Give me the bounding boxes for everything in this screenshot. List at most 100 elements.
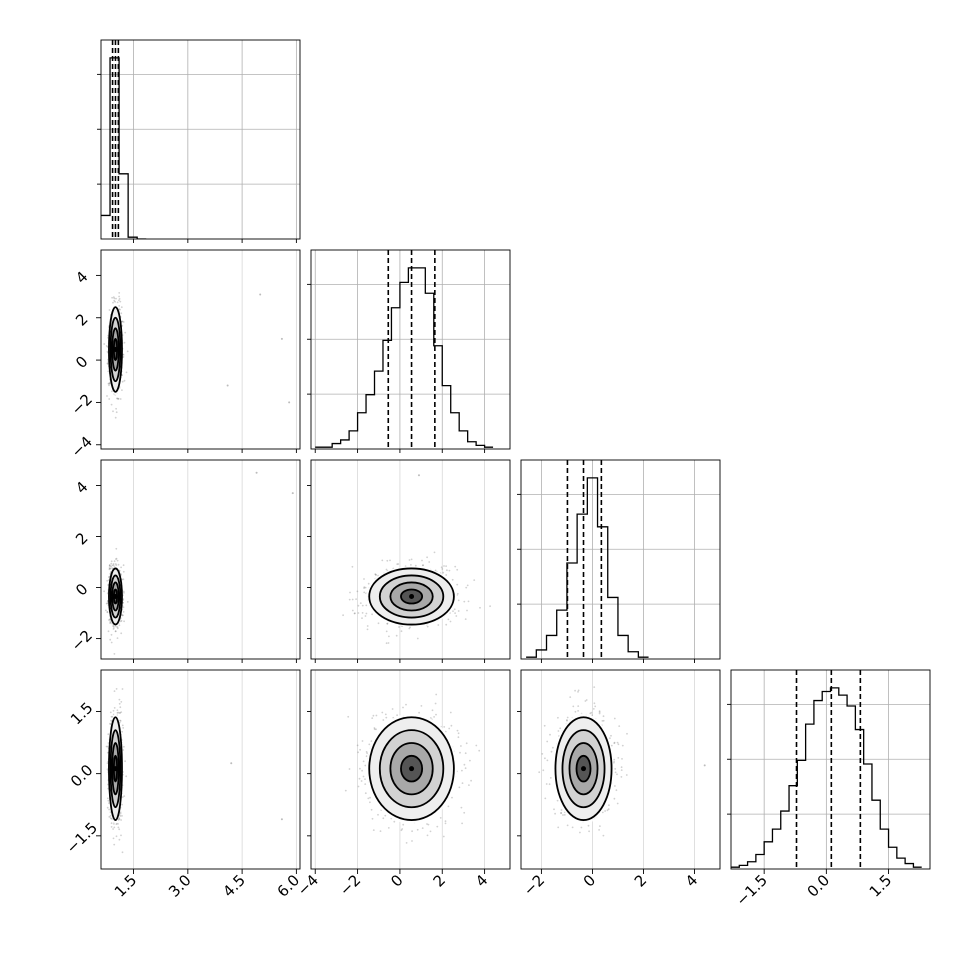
sample-point bbox=[436, 825, 439, 828]
density-peak bbox=[409, 593, 415, 599]
sample-point bbox=[381, 559, 384, 562]
sample-point bbox=[106, 602, 109, 604]
sample-point bbox=[117, 826, 120, 829]
sample-point bbox=[121, 614, 124, 617]
sample-point bbox=[108, 382, 111, 385]
sample-point bbox=[121, 851, 124, 854]
sample-point bbox=[122, 354, 125, 356]
sample-point bbox=[364, 783, 367, 785]
sample-point bbox=[120, 566, 122, 569]
sample-point bbox=[110, 565, 113, 568]
sample-point bbox=[114, 630, 117, 633]
sample-point bbox=[451, 796, 453, 799]
sample-point bbox=[421, 559, 423, 562]
sample-point bbox=[109, 811, 112, 814]
sample-point bbox=[478, 749, 481, 752]
sample-point bbox=[366, 625, 369, 627]
sample-point bbox=[447, 805, 450, 808]
sample-point bbox=[463, 763, 466, 766]
sample-point bbox=[402, 823, 405, 826]
sample-point bbox=[116, 709, 119, 712]
sample-point bbox=[431, 709, 434, 712]
sample-point bbox=[429, 830, 432, 833]
sample-point bbox=[437, 624, 440, 626]
sample-point bbox=[119, 300, 122, 303]
sample-point bbox=[362, 775, 365, 778]
sample-point bbox=[367, 582, 370, 585]
sample-point bbox=[121, 730, 123, 733]
sample-point bbox=[112, 625, 115, 628]
sample-point bbox=[115, 407, 117, 410]
sample-point bbox=[109, 621, 112, 624]
sample-point bbox=[454, 565, 457, 568]
sample-point bbox=[120, 306, 123, 309]
sample-point bbox=[364, 586, 367, 589]
sample-point bbox=[395, 634, 398, 637]
contour-line bbox=[111, 742, 120, 796]
sample-point bbox=[123, 379, 126, 382]
sample-point bbox=[363, 591, 366, 594]
sample-point bbox=[106, 350, 109, 353]
sample-point bbox=[106, 751, 109, 754]
sample-point bbox=[385, 568, 388, 571]
sample-point bbox=[461, 769, 463, 772]
sample-point bbox=[427, 823, 430, 826]
outlier-point bbox=[255, 471, 258, 474]
sample-point bbox=[106, 806, 109, 809]
sample-point bbox=[463, 811, 466, 814]
sample-point bbox=[372, 714, 375, 717]
sample-point bbox=[106, 745, 109, 748]
sample-point bbox=[375, 574, 377, 576]
density-panel-1-0 bbox=[103, 250, 297, 449]
sample-point bbox=[459, 751, 461, 754]
sample-point bbox=[109, 567, 112, 570]
histogram-step-line bbox=[315, 267, 494, 448]
sample-point bbox=[613, 717, 616, 720]
sample-point bbox=[118, 712, 121, 714]
sample-point bbox=[109, 638, 112, 641]
sample-point bbox=[363, 587, 365, 589]
sample-point bbox=[489, 605, 491, 608]
sample-point bbox=[118, 298, 121, 300]
sample-point bbox=[393, 820, 396, 823]
sample-point bbox=[120, 573, 123, 576]
contour-line bbox=[111, 327, 120, 372]
sample-point bbox=[108, 382, 111, 385]
sample-point bbox=[122, 611, 125, 613]
sample-point bbox=[107, 733, 110, 736]
sample-point bbox=[119, 811, 122, 814]
contour-line bbox=[389, 581, 434, 612]
sample-point bbox=[114, 416, 117, 419]
outlier-point bbox=[259, 293, 262, 296]
sample-point bbox=[353, 612, 356, 615]
sample-point bbox=[106, 611, 109, 614]
sample-point bbox=[416, 828, 419, 831]
sample-point bbox=[121, 688, 124, 690]
sample-point bbox=[119, 812, 122, 815]
sample-point bbox=[116, 559, 119, 562]
sample-point bbox=[112, 628, 115, 630]
sample-point bbox=[405, 703, 407, 706]
sample-point bbox=[364, 792, 367, 795]
sample-point bbox=[103, 590, 105, 593]
sample-point bbox=[112, 563, 115, 565]
sample-point bbox=[110, 633, 113, 636]
sample-point bbox=[411, 840, 413, 842]
sample-point bbox=[116, 301, 119, 304]
sample-point bbox=[365, 755, 368, 758]
density-peak bbox=[112, 593, 118, 599]
sample-point bbox=[119, 720, 122, 722]
sample-point bbox=[119, 712, 122, 714]
sample-point bbox=[452, 610, 454, 612]
sample-point bbox=[118, 624, 121, 627]
sample-point bbox=[442, 835, 445, 838]
sample-point bbox=[447, 618, 450, 621]
sample-point bbox=[109, 723, 112, 726]
sample-point bbox=[106, 797, 109, 800]
sample-point bbox=[122, 578, 125, 581]
sample-point bbox=[112, 709, 115, 712]
contour-line bbox=[378, 574, 445, 619]
density-panel-2-1 bbox=[314, 460, 491, 659]
sample-point bbox=[121, 614, 124, 617]
